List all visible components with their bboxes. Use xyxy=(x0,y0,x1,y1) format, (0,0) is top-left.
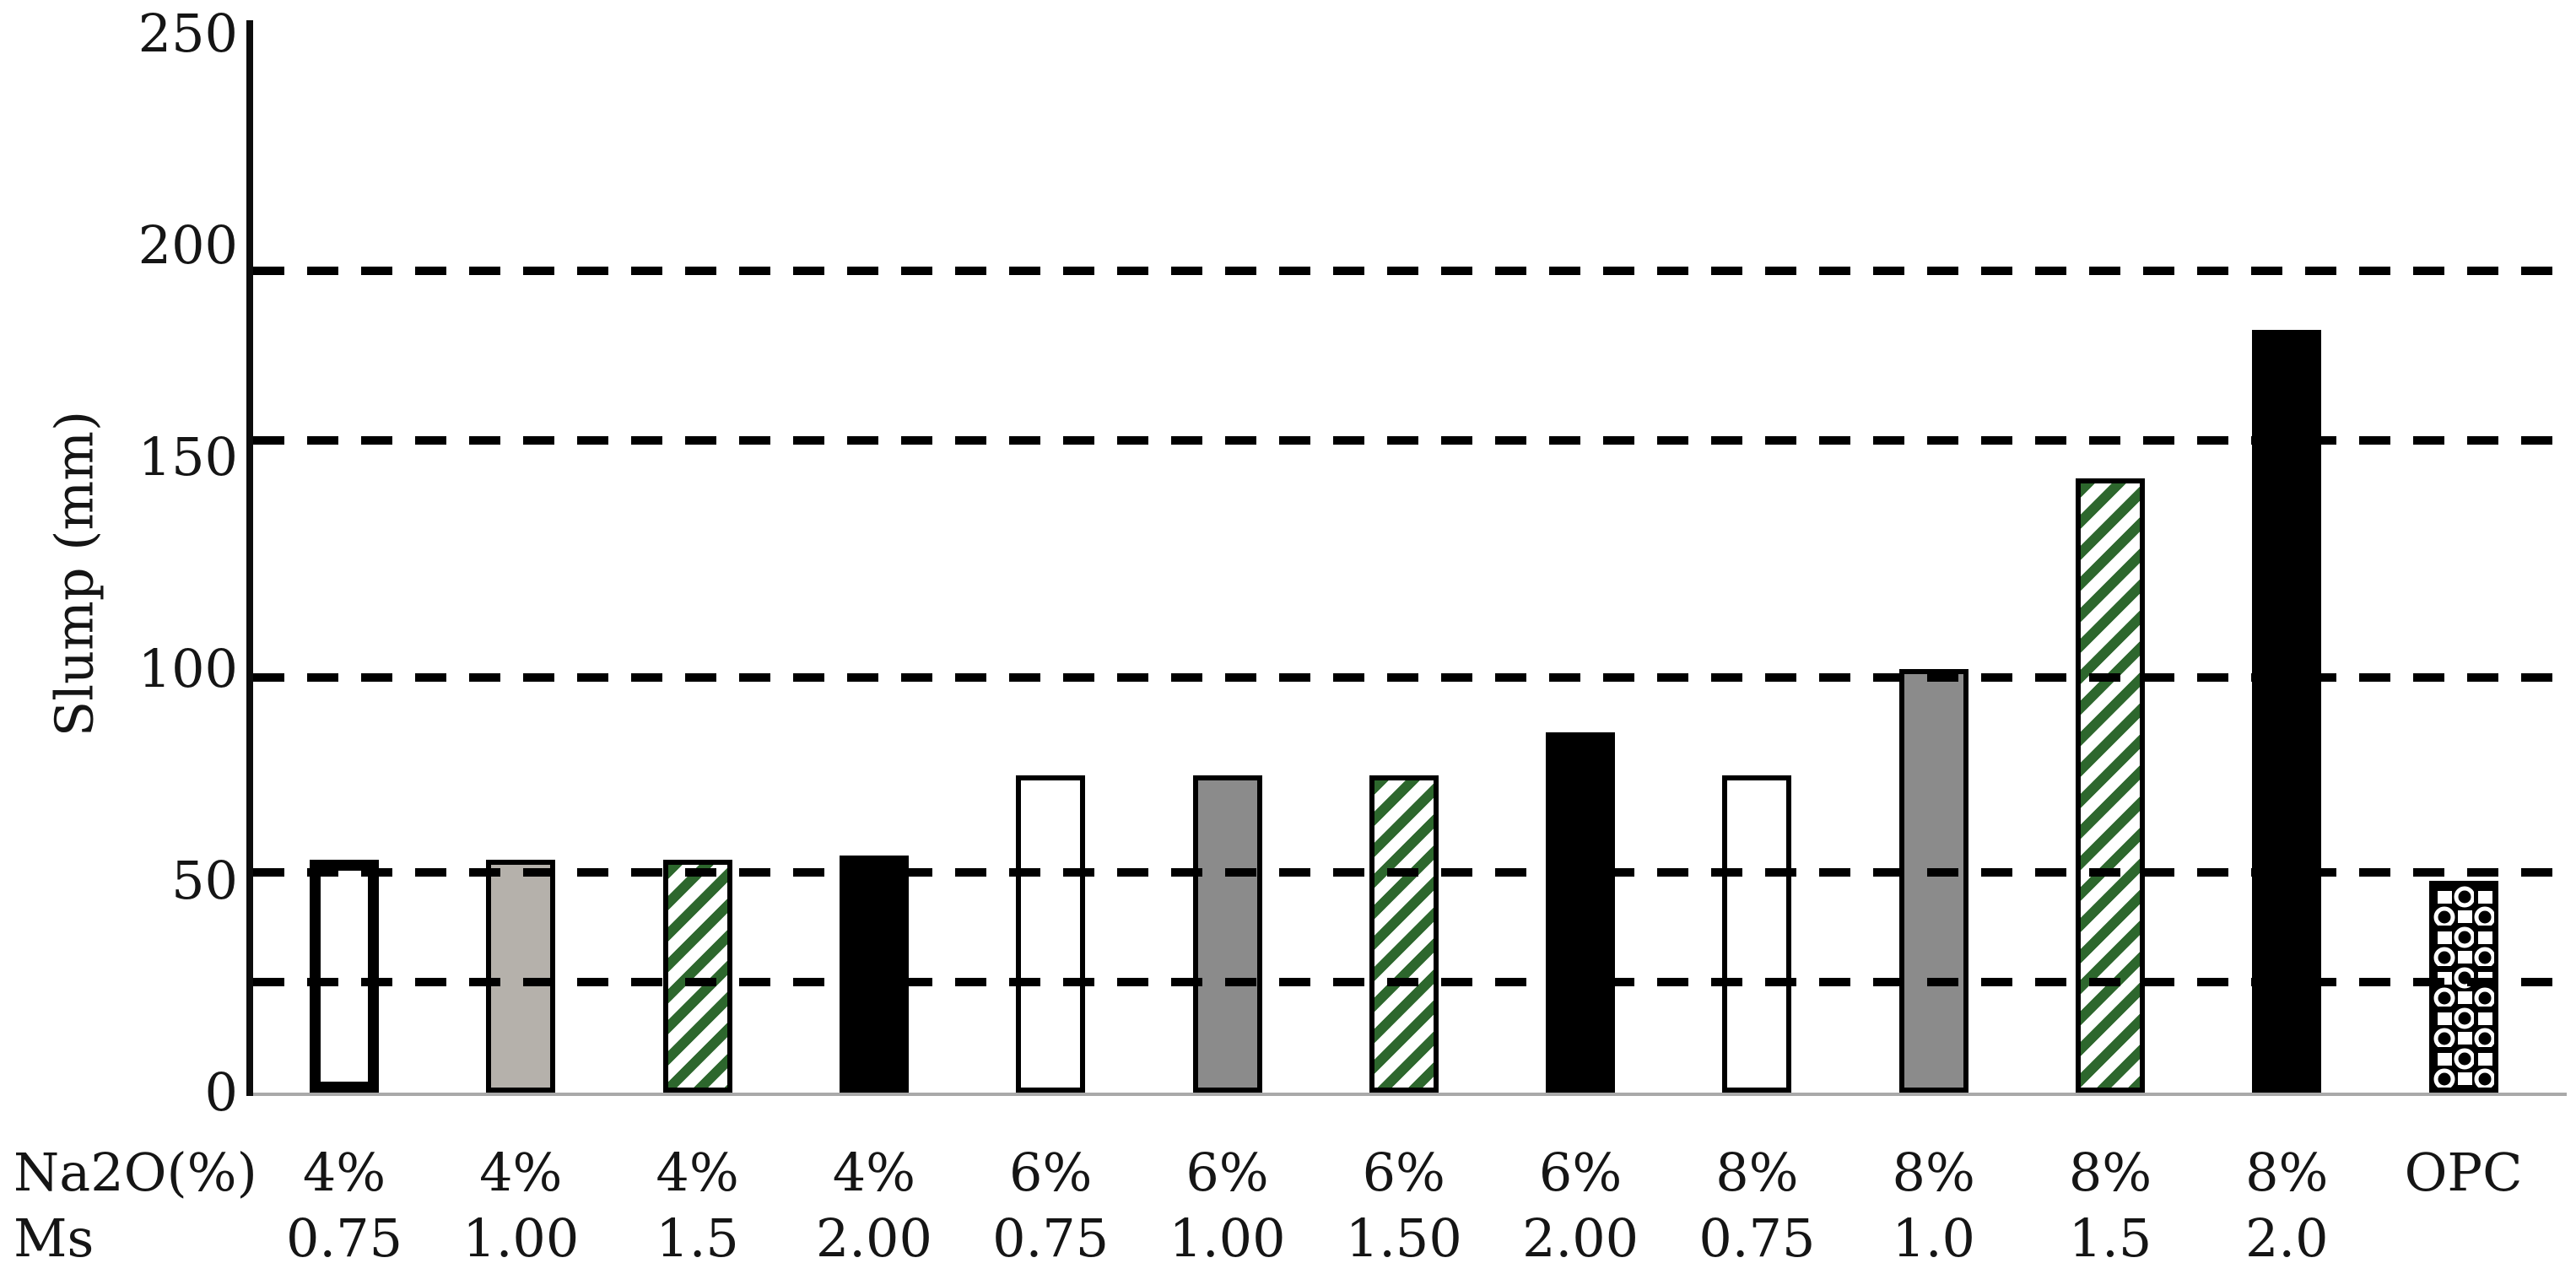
bar-opc xyxy=(2428,881,2498,1093)
bar-6pct-2.00 xyxy=(1546,732,1616,1093)
x-axis-baseline xyxy=(246,1093,2567,1096)
x-label-na2o-4: 4% xyxy=(832,1142,916,1203)
x-label-ms-9: 0.75 xyxy=(1698,1207,1816,1269)
x-label-na2o-5: 6% xyxy=(1009,1142,1093,1203)
bar-8pct-0.75 xyxy=(1722,775,1792,1093)
x-label-na2o-11: 8% xyxy=(2068,1142,2152,1203)
x-label-na2o-1: 4% xyxy=(302,1142,386,1203)
x-label-na2o-13: OPC xyxy=(2404,1142,2523,1203)
y-tick-label-150: 150 xyxy=(138,426,238,488)
bar-6pct-1.00 xyxy=(1192,775,1262,1093)
x-label-ms-6: 1.00 xyxy=(1169,1207,1286,1269)
x-label-ms-8: 2.00 xyxy=(1522,1207,1639,1269)
x-label-na2o-6: 6% xyxy=(1185,1142,1269,1203)
y-tick-label-100: 100 xyxy=(138,638,238,699)
x-label-ms-7: 1.50 xyxy=(1345,1207,1462,1269)
dashed-gridline-98 xyxy=(253,673,2567,683)
x-label-ms-2: 1.00 xyxy=(462,1207,580,1269)
y-tick-label-50: 50 xyxy=(171,850,238,911)
dashed-gridline-154 xyxy=(253,435,2567,445)
bar-4pct-0.75 xyxy=(310,859,379,1093)
x-label-ms-10: 1.0 xyxy=(1892,1207,1975,1269)
bar-6pct-0.75 xyxy=(1016,775,1086,1093)
bar-8pct-1.5 xyxy=(2076,478,2145,1093)
y-tick-label-250: 250 xyxy=(138,3,238,64)
x-label-ms-1: 0.75 xyxy=(285,1207,403,1269)
x-header-ms: Ms xyxy=(14,1207,95,1269)
x-label-na2o-3: 4% xyxy=(656,1142,739,1203)
bar-4pct-2.00 xyxy=(839,855,909,1093)
y-axis-line xyxy=(246,20,253,1096)
bar-8pct-2.0 xyxy=(2252,330,2322,1093)
x-label-ms-11: 1.5 xyxy=(2068,1207,2152,1269)
y-tick-label-200: 200 xyxy=(138,214,238,276)
bar-8pct-1.0 xyxy=(1898,669,1968,1093)
dashed-gridline-26 xyxy=(253,978,2567,987)
y-tick-label-0: 0 xyxy=(204,1061,238,1123)
bar-6pct-1.50 xyxy=(1369,775,1439,1093)
x-header-na2o: Na2O(%) xyxy=(14,1142,257,1203)
bar-4pct-1.5 xyxy=(662,859,732,1093)
opc-pattern-fill xyxy=(2433,885,2494,1088)
x-label-na2o-10: 8% xyxy=(1892,1142,1975,1203)
x-label-ms-5: 0.75 xyxy=(992,1207,1110,1269)
dashed-gridline-52 xyxy=(253,867,2567,877)
x-label-na2o-8: 6% xyxy=(1538,1142,1623,1203)
x-label-ms-12: 2.0 xyxy=(2244,1207,2329,1269)
x-label-ms-4: 2.00 xyxy=(815,1207,932,1269)
dashed-gridline-194 xyxy=(253,267,2567,276)
x-label-na2o-7: 6% xyxy=(1362,1142,1445,1203)
x-label-na2o-12: 8% xyxy=(2245,1142,2329,1203)
bar-4pct-1.00 xyxy=(486,859,556,1093)
x-label-ms-3: 1.5 xyxy=(656,1207,739,1269)
x-label-na2o-2: 4% xyxy=(479,1142,563,1203)
x-label-na2o-9: 8% xyxy=(1715,1142,1799,1203)
